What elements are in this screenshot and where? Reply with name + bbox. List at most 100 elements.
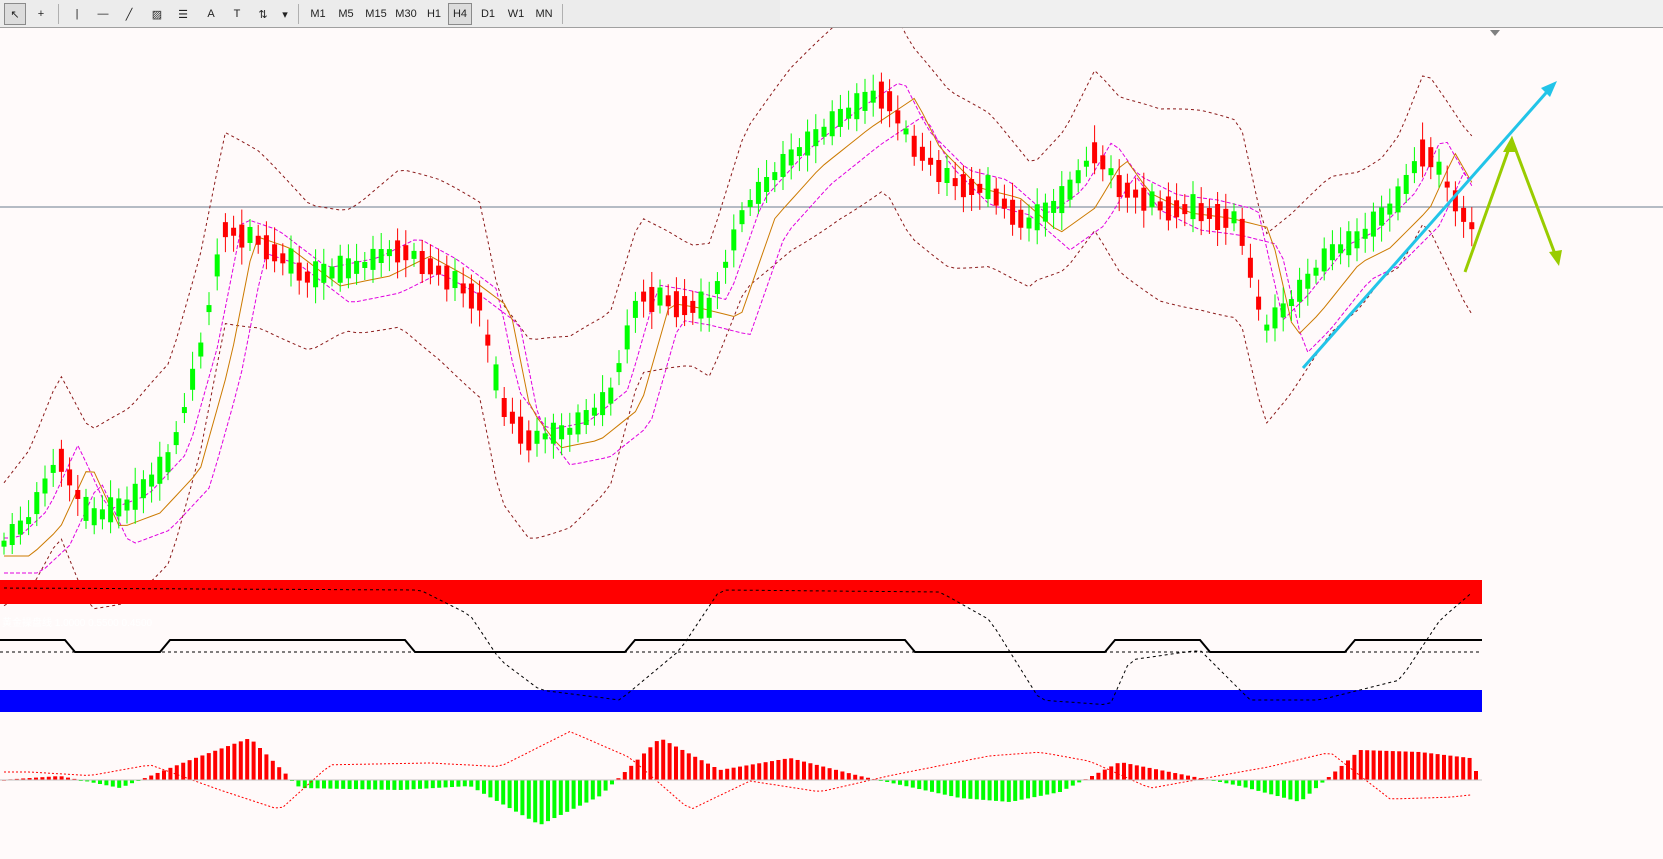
- candle-body: [1141, 187, 1147, 211]
- candle-body: [427, 258, 433, 275]
- horizontal-line-icon[interactable]: —: [97, 8, 109, 20]
- candle-body: [526, 430, 532, 451]
- candle-body: [952, 178, 958, 187]
- candle-body: [1247, 257, 1253, 278]
- toolbar-separator: [298, 4, 299, 24]
- cursor-arrow-icon[interactable]: ↖: [4, 3, 26, 25]
- candle-body: [419, 251, 425, 275]
- macd-bar: [1019, 780, 1024, 800]
- timeframe-mn-button[interactable]: MN: [535, 8, 553, 20]
- candle-body: [1133, 189, 1139, 198]
- candle-body: [731, 229, 737, 251]
- candle-body: [1354, 231, 1360, 249]
- timeframe-w1-button[interactable]: W1: [507, 8, 525, 20]
- toolbar-strip: [0, 0, 780, 27]
- candle-body: [132, 483, 138, 510]
- candle-body: [575, 412, 581, 435]
- candle-body: [616, 363, 622, 373]
- toolbar-separator: [58, 4, 59, 24]
- equidistant-channel-icon[interactable]: ▨: [151, 8, 163, 21]
- candle-body: [903, 128, 909, 135]
- macd-signal: [4, 731, 1472, 810]
- chevron-down-icon[interactable]: ▾: [282, 8, 288, 21]
- timeframe-m1-button[interactable]: M1: [310, 8, 326, 20]
- macd-bar: [955, 780, 960, 798]
- chart-canvas[interactable]: [0, 28, 1663, 859]
- macd-bar: [904, 780, 909, 787]
- indicator-top-band: [0, 580, 1482, 604]
- macd-bar: [590, 780, 595, 800]
- crosshair-icon[interactable]: +: [37, 8, 45, 20]
- macd-bar: [853, 774, 858, 780]
- macd-bar: [571, 780, 576, 809]
- macd-bar: [1128, 764, 1133, 780]
- macd-bar: [1269, 780, 1274, 795]
- candle-body: [829, 111, 835, 137]
- macd-bar: [699, 760, 704, 780]
- macd-bar: [194, 757, 198, 780]
- macd-bar: [782, 758, 787, 780]
- macd-bar: [731, 767, 736, 780]
- timeframe-m15-button[interactable]: M15: [365, 8, 387, 20]
- text-icon[interactable]: A: [207, 8, 215, 20]
- candle-body: [747, 200, 753, 208]
- moving-average: [4, 97, 1473, 557]
- macd-bar: [245, 739, 250, 780]
- timeframe-h4-button[interactable]: H4: [448, 3, 472, 25]
- candle-body: [42, 478, 48, 494]
- macd-bar: [277, 767, 282, 780]
- text-label-icon[interactable]: T: [233, 8, 241, 20]
- macd-bar: [1026, 780, 1030, 799]
- candle-body: [895, 110, 901, 124]
- candle-body: [1018, 209, 1024, 228]
- candle-body: [206, 305, 212, 313]
- candle-body: [1461, 207, 1467, 222]
- macd-bar: [1122, 762, 1126, 780]
- step-line: [0, 639, 1482, 653]
- fibonacci-retracement-icon[interactable]: ☰: [178, 8, 188, 21]
- macd-bar: [1474, 771, 1478, 780]
- candle-body: [1338, 244, 1344, 254]
- chart-shift-marker-icon[interactable]: [1490, 30, 1500, 36]
- candle-body: [534, 430, 540, 444]
- candle-body: [690, 300, 696, 313]
- candle-body: [928, 157, 934, 165]
- chart-toolbar: ↖ + | — ╱ ▨ ☰ A T ⇅ ▾ M1 M5 M15 M30 H1 H4 D1 W1 MN: [0, 0, 1663, 28]
- macd-bar: [859, 776, 864, 780]
- macd-bar: [379, 780, 384, 790]
- macd-bar: [1320, 780, 1325, 783]
- macd-bar: [834, 769, 838, 780]
- macd-bar: [648, 747, 653, 780]
- timeframe-m30-button[interactable]: M30: [395, 8, 417, 20]
- arrows-tool-icon[interactable]: ⇅: [258, 8, 268, 21]
- candle-body: [673, 291, 679, 318]
- timeframe-m5-button[interactable]: M5: [338, 8, 354, 20]
- macd-bar: [885, 780, 890, 782]
- indicator-label: 黄金操盘线 1.0000 0.5500 0.4500: [2, 618, 153, 629]
- candle-body: [739, 210, 745, 225]
- timeframe-h1-button[interactable]: H1: [426, 8, 442, 20]
- timeframe-d1-button[interactable]: D1: [480, 8, 496, 20]
- trend-line-icon[interactable]: ╱: [125, 8, 133, 21]
- macd-bar: [354, 780, 358, 790]
- macd-bar: [1154, 769, 1158, 780]
- vertical-line-icon[interactable]: |: [75, 8, 79, 20]
- macd-bar: [1294, 780, 1299, 802]
- macd-bar: [72, 778, 77, 780]
- candle-body: [641, 291, 647, 302]
- candle-body: [75, 489, 81, 499]
- macd-bar: [546, 780, 550, 822]
- candle-body: [67, 469, 73, 486]
- candle-body: [1198, 203, 1204, 222]
- candle-body: [1157, 201, 1163, 211]
- macd-bar: [616, 778, 621, 780]
- candle-body: [1108, 168, 1114, 176]
- macd-bar: [187, 760, 192, 780]
- candle-body: [977, 183, 983, 193]
- macd-bar: [181, 762, 186, 780]
- macd-bar: [968, 780, 973, 799]
- price-chart[interactable]: 黄金操盘线 1.0000 0.5500 0.4500: [0, 28, 1663, 859]
- candle-body: [698, 291, 704, 319]
- projection-arrow-up: [1503, 136, 1518, 152]
- candle-body: [780, 153, 786, 177]
